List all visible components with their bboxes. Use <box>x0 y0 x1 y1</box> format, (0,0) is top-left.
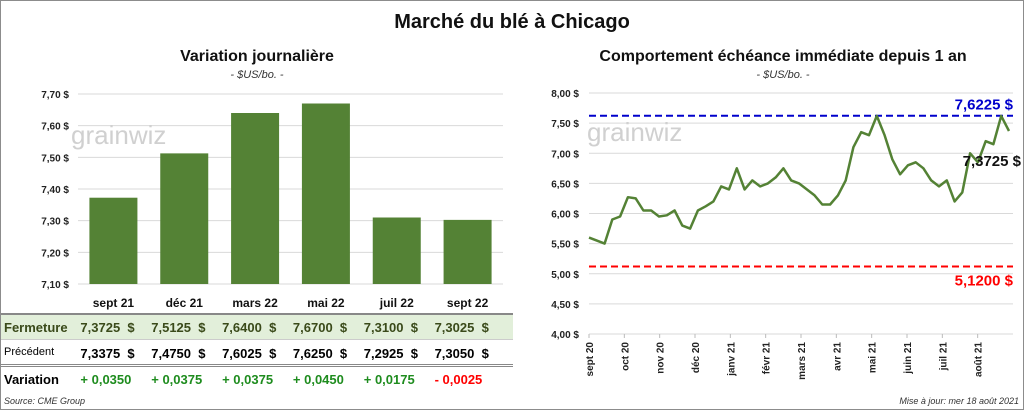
x-tick-label: sept 20 <box>585 342 596 377</box>
x-tick-label: juin 21 <box>903 342 914 375</box>
x-tick-label: déc 20 <box>691 342 702 374</box>
main-title: Marché du blé à Chicago <box>394 11 630 33</box>
bar <box>443 219 492 284</box>
table-cell: 7,3100 $ <box>363 320 418 335</box>
x-tick-label: mars 21 <box>797 342 808 380</box>
table-cell: + 0,0375 <box>151 372 203 387</box>
table-cell: + 0,0175 <box>363 372 415 387</box>
y-tick-label: 5,50 $ <box>551 240 579 251</box>
table-cell: - 0,0025 <box>434 372 483 387</box>
row-label: Variation <box>4 372 59 387</box>
line-chart: 4,00 $ 4,50 $ 5,00 $ 5,50 $ 6,00 $ 6,50 $ 7,00… <box>551 89 1022 380</box>
table-row: Variation + 0,0350 + 0,0375 + 0,0375 + 0,045… <box>1 367 513 391</box>
table-cell: 7,2925 $ <box>363 346 418 361</box>
table-divider <box>1 339 513 340</box>
y-tick-label: 4,00 $ <box>551 330 579 341</box>
table-row: Précédent 7,3375 $ 7,4750 $ 7,6025 $ 7,6250 … <box>1 341 513 365</box>
y-tick-label: 6,50 $ <box>551 179 579 190</box>
table-cell: 7,5125 $ <box>151 320 206 335</box>
x-tick-label: nov 20 <box>656 342 667 374</box>
table-cell: 7,3025 $ <box>434 320 489 335</box>
table-cell: 7,6700 $ <box>292 320 348 335</box>
bar <box>160 153 209 284</box>
line-chart-subtitle: - $US/bo. - <box>756 69 810 81</box>
x-tick-label: janv 21 <box>726 342 737 377</box>
source-note: Source: CME Group <box>4 396 86 406</box>
price-line <box>588 114 1011 245</box>
table-cell: 7,6400 $ <box>222 320 277 335</box>
watermark-logo: grainwiz <box>71 120 166 150</box>
x-tick-label: juil 21 <box>938 342 949 372</box>
table-divider <box>1 313 513 315</box>
y-tick-label: 7,00 $ <box>551 149 579 160</box>
x-tick-label: sept 21 <box>93 296 135 310</box>
watermark-logo: grainwiz <box>587 117 682 147</box>
bar <box>372 217 421 284</box>
table-cell: 7,6025 $ <box>222 346 277 361</box>
x-tick-label: août 21 <box>974 342 985 377</box>
table-cell: 7,3725 $ <box>80 320 135 335</box>
x-tick-label: mai 22 <box>307 296 345 310</box>
y-tick-label: 7,50 $ <box>551 119 579 130</box>
y-tick-label: 7,40 $ <box>41 185 69 196</box>
y-tick-label: 7,60 $ <box>41 122 69 133</box>
table-cell: 7,3375 $ <box>80 346 135 361</box>
x-tick-label: mars 22 <box>232 296 278 310</box>
y-tick-label: 7,50 $ <box>41 153 69 164</box>
row-label: Fermeture <box>4 320 68 335</box>
table-divider <box>1 364 513 367</box>
x-tick-label: juil 22 <box>379 296 414 310</box>
last-price-label: 7,3725 $ <box>963 153 1022 170</box>
y-tick-label: 6,00 $ <box>551 210 579 221</box>
y-tick-label: 7,70 $ <box>41 90 69 101</box>
x-tick-label: sept 22 <box>447 296 489 310</box>
bar-chart-subtitle: - $US/bo. - <box>230 69 284 81</box>
low-label: 5,1200 $ <box>955 273 1014 290</box>
bar <box>231 113 280 284</box>
row-label: Précédent <box>4 346 55 358</box>
table-cell: 7,4750 $ <box>151 346 206 361</box>
x-tick-label: oct 20 <box>620 342 631 371</box>
bar-chart: 7,10 $ 7,20 $ 7,30 $ 7,40 $ 7,50 $ 7,60 $ 7,70… <box>41 90 503 310</box>
y-tick-label: 5,00 $ <box>551 270 579 281</box>
x-tick-label: févr 21 <box>762 342 773 375</box>
table-cell: 7,3050 $ <box>434 346 489 361</box>
bar <box>301 103 350 284</box>
x-tick-label: mai 21 <box>868 342 879 374</box>
update-note: Mise à jour: mer 18 août 2021 <box>899 396 1019 406</box>
table-cell: 7,6250 $ <box>292 346 348 361</box>
table-row: Fermeture 7,3725 $ 7,5125 $ 7,6400 $ 7,6700 … <box>1 315 513 339</box>
y-tick-label: 7,10 $ <box>41 280 69 291</box>
y-tick-label: 4,50 $ <box>551 300 579 311</box>
bar <box>89 197 138 284</box>
table-cell: + 0,0450 <box>292 372 344 387</box>
x-tick-label: déc 21 <box>166 296 204 310</box>
y-tick-label: 7,30 $ <box>41 217 69 228</box>
line-chart-title: Comportement échéance immédiate depuis 1… <box>599 48 967 65</box>
y-tick-label: 7,20 $ <box>41 248 69 259</box>
y-tick-label: 8,00 $ <box>551 89 579 100</box>
table-cell: + 0,0350 <box>80 372 132 387</box>
high-label: 7,6225 $ <box>955 97 1014 114</box>
table-cell: + 0,0375 <box>222 372 274 387</box>
bar-chart-title: Variation journalière <box>180 48 334 65</box>
x-tick-label: avr 21 <box>832 342 843 371</box>
